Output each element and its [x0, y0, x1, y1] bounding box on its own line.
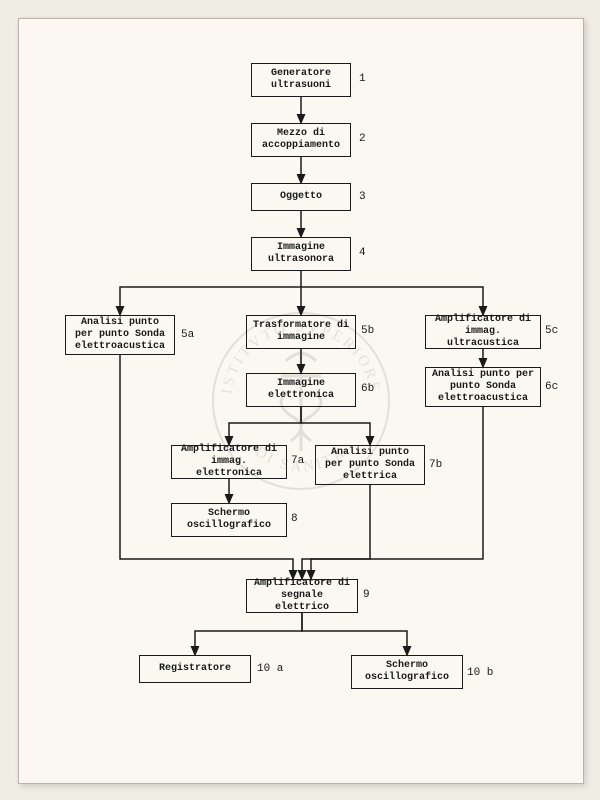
flow-node-n5b: Trasformatore di immagine: [246, 315, 356, 349]
flow-node-label-n7a: 7a: [291, 455, 304, 467]
flow-node-n9: Amplificatore di segnale elettrico: [246, 579, 358, 613]
flow-edge: [302, 485, 370, 579]
flow-edge: [311, 407, 483, 579]
flow-node-label-n6b: 6b: [361, 383, 374, 395]
flow-edge: [229, 407, 301, 445]
flow-node-label-n5c: 5c: [545, 325, 558, 337]
flow-node-n8: Schermo oscillografico: [171, 503, 287, 537]
flow-node-n6b: Immagine elettronica: [246, 373, 356, 407]
flow-node-n3: Oggetto: [251, 183, 351, 211]
flow-edge: [302, 613, 407, 655]
flow-node-label-n1: 1: [359, 73, 366, 85]
flow-node-label-n8: 8: [291, 513, 298, 525]
flow-node-label-n5a: 5a: [181, 329, 194, 341]
flow-node-label-n2: 2: [359, 133, 366, 145]
flow-node-n10a: Registratore: [139, 655, 251, 683]
flow-node-label-n3: 3: [359, 191, 366, 203]
flow-node-n7a: Amplificatore di immag. elettronica: [171, 445, 287, 479]
diagram-page: ISTITVTO SVPERIORE DI SANITÀ Generatore …: [18, 18, 584, 784]
flow-node-n1: Generatore ultrasuoni: [251, 63, 351, 97]
flow-edge: [301, 287, 483, 315]
flow-node-label-n10a: 10 a: [257, 663, 283, 675]
flow-node-label-n10b: 10 b: [467, 667, 493, 679]
flow-node-n10b: Schermo oscillografico: [351, 655, 463, 689]
flow-node-label-n6c: 6c: [545, 381, 558, 393]
flow-node-n6c: Analisi punto per punto Sonda elettroacu…: [425, 367, 541, 407]
flow-edge: [120, 287, 301, 315]
flow-node-n5c: Amplificatore di immag. ultracustica: [425, 315, 541, 349]
flow-node-label-n5b: 5b: [361, 325, 374, 337]
flow-node-label-n9: 9: [363, 589, 370, 601]
flow-node-label-n7b: 7b: [429, 459, 442, 471]
flow-edge: [195, 613, 302, 655]
flow-node-label-n4: 4: [359, 247, 366, 259]
flow-node-n5a: Analisi punto per punto Sonda elettroacu…: [65, 315, 175, 355]
flow-node-n4: Immagine ultrasonora: [251, 237, 351, 271]
flow-node-n2: Mezzo di accoppiamento: [251, 123, 351, 157]
flow-edge: [301, 407, 370, 445]
flow-node-n7b: Analisi punto per punto Sonda elettrica: [315, 445, 425, 485]
